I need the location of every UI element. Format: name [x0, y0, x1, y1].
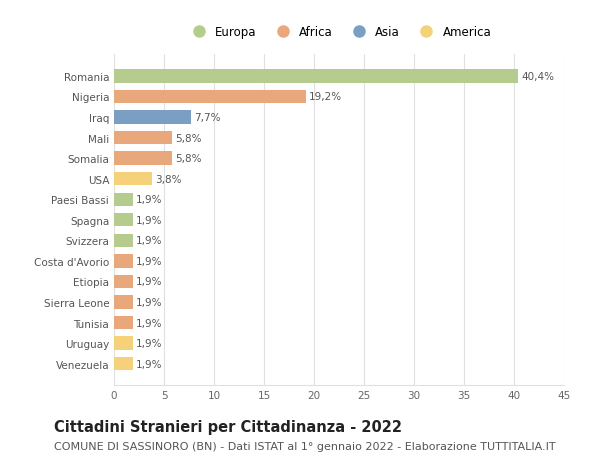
Bar — [114, 152, 172, 165]
Text: 5,8%: 5,8% — [175, 133, 202, 143]
Text: 1,9%: 1,9% — [136, 277, 163, 287]
Bar — [114, 111, 191, 124]
Text: 3,8%: 3,8% — [155, 174, 182, 185]
Text: COMUNE DI SASSINORO (BN) - Dati ISTAT al 1° gennaio 2022 - Elaborazione TUTTITAL: COMUNE DI SASSINORO (BN) - Dati ISTAT al… — [54, 441, 556, 451]
Bar — [114, 296, 133, 309]
Bar — [114, 132, 172, 145]
Bar — [114, 173, 152, 186]
Text: 1,9%: 1,9% — [136, 359, 163, 369]
Text: 1,9%: 1,9% — [136, 256, 163, 266]
Bar — [114, 70, 518, 84]
Text: 1,9%: 1,9% — [136, 297, 163, 308]
Bar — [114, 193, 133, 207]
Bar — [114, 90, 306, 104]
Text: 1,9%: 1,9% — [136, 318, 163, 328]
Bar — [114, 255, 133, 268]
Bar — [114, 234, 133, 247]
Bar — [114, 316, 133, 330]
Text: 1,9%: 1,9% — [136, 236, 163, 246]
Legend: Europa, Africa, Asia, America: Europa, Africa, Asia, America — [182, 21, 496, 44]
Text: 40,4%: 40,4% — [521, 72, 554, 82]
Bar — [114, 357, 133, 370]
Bar — [114, 213, 133, 227]
Text: Cittadini Stranieri per Cittadinanza - 2022: Cittadini Stranieri per Cittadinanza - 2… — [54, 419, 402, 434]
Text: 7,7%: 7,7% — [194, 113, 221, 123]
Text: 1,9%: 1,9% — [136, 338, 163, 348]
Text: 1,9%: 1,9% — [136, 215, 163, 225]
Text: 19,2%: 19,2% — [309, 92, 342, 102]
Text: 1,9%: 1,9% — [136, 195, 163, 205]
Bar — [114, 275, 133, 289]
Text: 5,8%: 5,8% — [175, 154, 202, 164]
Bar — [114, 337, 133, 350]
